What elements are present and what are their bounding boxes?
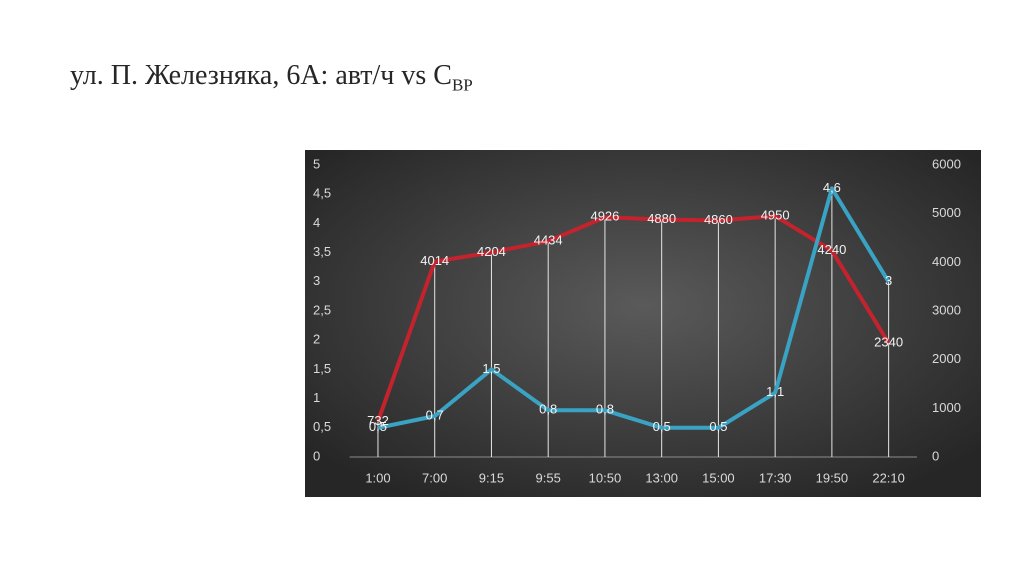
data-label: 4240 [817, 242, 846, 257]
y2-tick-label: 3000 [932, 302, 961, 317]
y2-tick-label: 0 [932, 448, 939, 463]
x-tick-label: 17:30 [759, 470, 792, 485]
x-tick-label: 10:50 [589, 470, 622, 485]
y-tick-label: 3,5 [313, 244, 331, 259]
x-tick-label: 13:00 [645, 470, 678, 485]
x-tick-label: 19:50 [816, 470, 849, 485]
data-label: 4880 [647, 211, 676, 226]
y2-tick-label: 1000 [932, 400, 961, 415]
data-label: 4014 [420, 253, 449, 268]
y-tick-label: 4,5 [313, 186, 331, 201]
data-label: 0,8 [539, 402, 557, 417]
title-text: ул. П. Железняка, 6А: авт/ч vs C [70, 60, 452, 91]
y2-tick-label: 2000 [932, 351, 961, 366]
data-label: 4926 [590, 209, 619, 224]
title-subscript: ВР [451, 75, 473, 95]
y2-tick-label: 6000 [932, 156, 961, 171]
chart-background [305, 150, 981, 497]
data-label: 732 [367, 413, 389, 428]
y-tick-label: 1 [313, 390, 320, 405]
data-label: 4204 [477, 244, 506, 259]
data-label: 0,5 [709, 419, 727, 434]
data-label: 0,8 [596, 402, 614, 417]
y-tick-label: 4 [313, 215, 320, 230]
x-tick-label: 9:55 [536, 470, 561, 485]
y2-tick-label: 4000 [932, 254, 961, 269]
data-label: 3 [885, 273, 892, 288]
x-tick-label: 15:00 [702, 470, 735, 485]
y2-tick-label: 5000 [932, 205, 961, 220]
data-label: 1,1 [766, 384, 784, 399]
data-label: 0,5 [653, 419, 671, 434]
y-tick-label: 3 [313, 273, 320, 288]
data-label: 4860 [704, 212, 733, 227]
x-tick-label: 22:10 [872, 470, 905, 485]
y-tick-label: 1,5 [313, 361, 331, 376]
data-label: 2340 [874, 335, 903, 350]
slide-title: ул. П. Железняка, 6А: авт/ч vs CВР [70, 60, 473, 96]
series-line [377, 186, 891, 430]
data-label: 1,5 [482, 361, 500, 376]
series-line [376, 214, 891, 423]
y-tick-label: 0,5 [313, 419, 331, 434]
y-tick-label: 2 [313, 332, 320, 347]
y-tick-label: 5 [313, 156, 320, 171]
data-label: 0,7 [426, 408, 444, 423]
data-label: 4950 [761, 208, 790, 223]
data-label: 0,5 [369, 419, 387, 434]
x-tick-label: 9:15 [479, 470, 504, 485]
y-tick-label: 0 [313, 448, 320, 463]
data-label: 4434 [534, 233, 563, 248]
x-tick-label: 7:00 [422, 470, 447, 485]
data-label: 4,6 [823, 180, 841, 195]
x-tick-label: 1:00 [365, 470, 390, 485]
y-tick-label: 2,5 [313, 302, 331, 317]
